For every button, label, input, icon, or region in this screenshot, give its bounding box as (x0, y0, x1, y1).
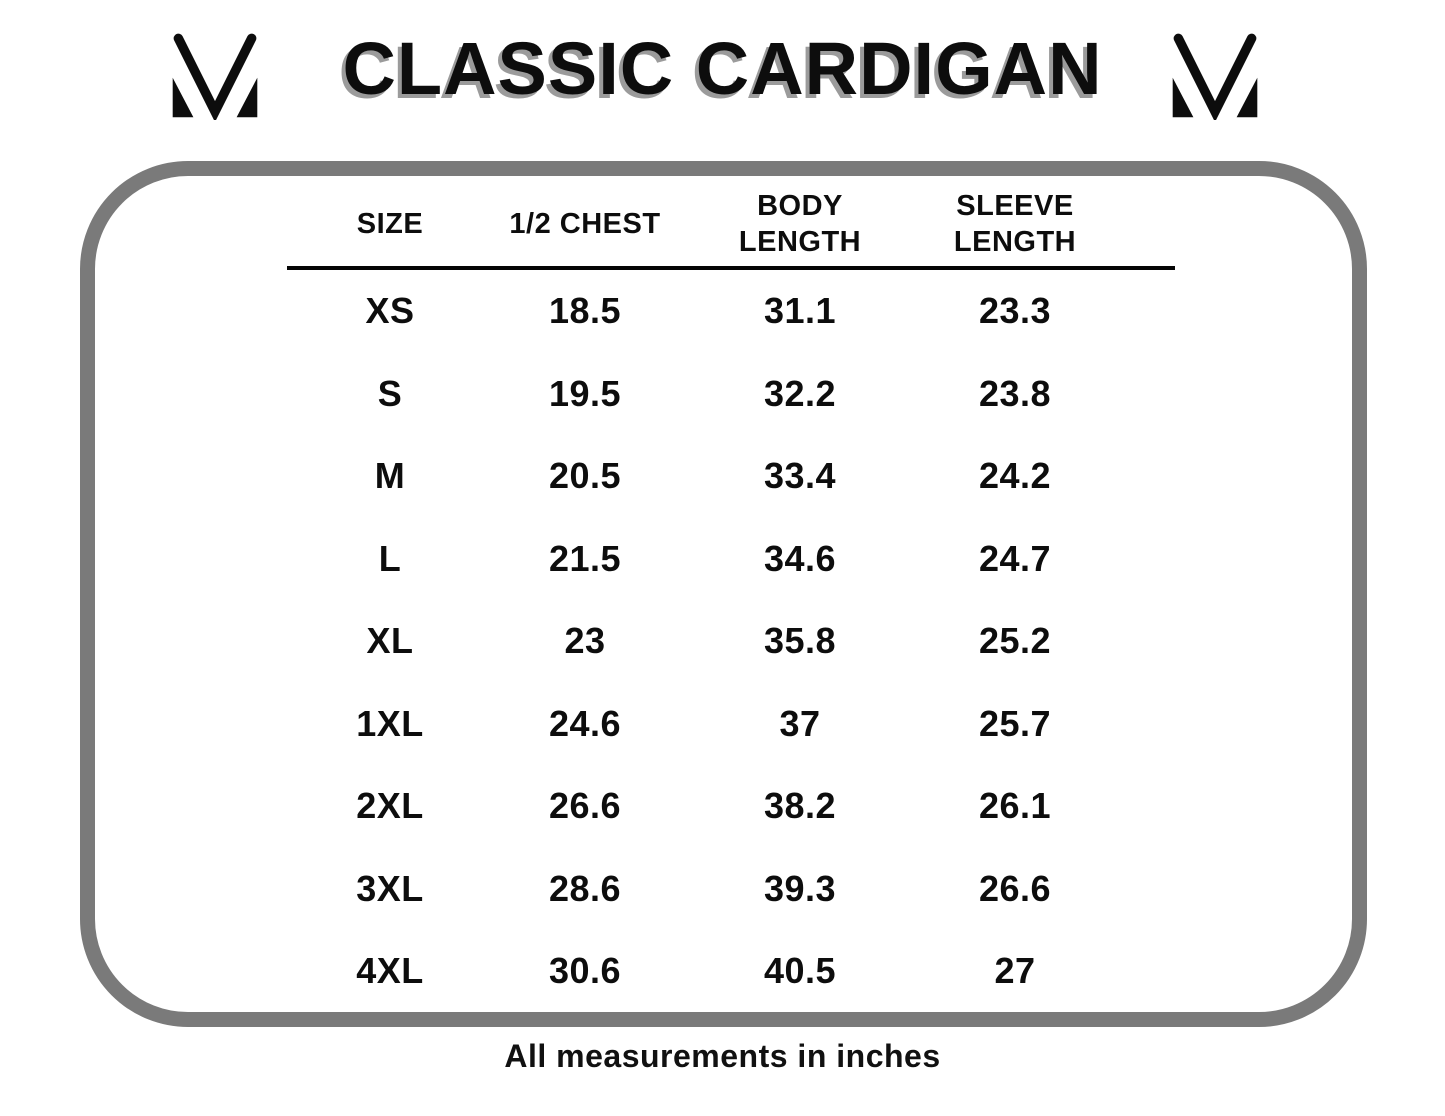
chest-cell: 26.6 (548, 785, 622, 827)
sleeve-cell: 24.7 (978, 537, 1052, 579)
header-divider (287, 266, 1175, 270)
chart-frame (80, 161, 1367, 1027)
table-row: S 19.5 32.2 23.8 (287, 353, 1175, 436)
size-cell: XS (365, 290, 415, 332)
chest-cell: 21.5 (548, 537, 622, 579)
size-cell: S (377, 372, 403, 414)
sleeve-cell: 27 (994, 950, 1036, 992)
sleeve-cell: 24.2 (978, 455, 1052, 497)
chest-cell: 18.5 (548, 290, 622, 332)
table-row: 4XL 30.6 40.5 27 (287, 930, 1175, 1013)
table-row: 1XL 24.6 37 25.7 (287, 683, 1175, 766)
size-cell: 3XL (356, 867, 424, 909)
table-body: XS 18.5 31.1 23.3 S 19.5 32.2 23.8 M 20.… (287, 270, 1175, 1013)
body-cell: 38.2 (763, 785, 837, 827)
sleeve-cell: 25.7 (978, 702, 1052, 744)
chest-cell: 19.5 (548, 372, 622, 414)
table-row: 3XL 28.6 39.3 26.6 (287, 848, 1175, 931)
table-row: XS 18.5 31.1 23.3 (287, 270, 1175, 353)
sleeve-cell: 23.8 (978, 372, 1052, 414)
sleeve-cell: 25.2 (978, 620, 1052, 662)
body-cell: 39.3 (763, 867, 837, 909)
sleeve-cell: 26.6 (978, 867, 1052, 909)
column-header-body: BODY LENGTH (738, 189, 862, 258)
m-mark-icon (172, 33, 258, 120)
chest-cell: 23 (564, 620, 606, 662)
page-title: CLASSIC CARDIGAN (342, 27, 1103, 110)
column-header-sleeve: SLEEVE LENGTH (953, 189, 1077, 258)
size-cell: 4XL (356, 950, 424, 992)
size-cell: 2XL (356, 785, 424, 827)
table-header-row: SIZE 1/2 CHEST BODY LENGTH SLEEVE LENGTH (287, 182, 1175, 266)
chest-cell: 24.6 (548, 702, 622, 744)
body-cell: 31.1 (763, 290, 837, 332)
table-row: M 20.5 33.4 24.2 (287, 435, 1175, 518)
m-mark-icon (1172, 33, 1258, 120)
table-row: L 21.5 34.6 24.7 (287, 518, 1175, 601)
size-cell: M (374, 455, 406, 497)
body-cell: 33.4 (763, 455, 837, 497)
size-cell: L (378, 537, 402, 579)
brand-m-logo-right (1168, 28, 1262, 120)
size-table: SIZE 1/2 CHEST BODY LENGTH SLEEVE LENGTH… (287, 182, 1175, 1013)
table-row: 2XL 26.6 38.2 26.1 (287, 765, 1175, 848)
table-row: XL 23 35.8 25.2 (287, 600, 1175, 683)
column-header-chest: 1/2 CHEST (509, 207, 661, 240)
body-cell: 34.6 (763, 537, 837, 579)
footer-note: All measurements in inches (504, 1038, 941, 1074)
column-header-size: SIZE (356, 207, 424, 240)
body-cell: 37 (779, 702, 821, 744)
body-cell: 35.8 (763, 620, 837, 662)
size-cell: 1XL (356, 702, 424, 744)
chest-cell: 30.6 (548, 950, 622, 992)
chest-cell: 28.6 (548, 867, 622, 909)
sleeve-cell: 26.1 (978, 785, 1052, 827)
size-cell: XL (366, 620, 414, 662)
body-cell: 40.5 (763, 950, 837, 992)
chest-cell: 20.5 (548, 455, 622, 497)
body-cell: 32.2 (763, 372, 837, 414)
brand-m-logo-left (168, 28, 262, 120)
sleeve-cell: 23.3 (978, 290, 1052, 332)
